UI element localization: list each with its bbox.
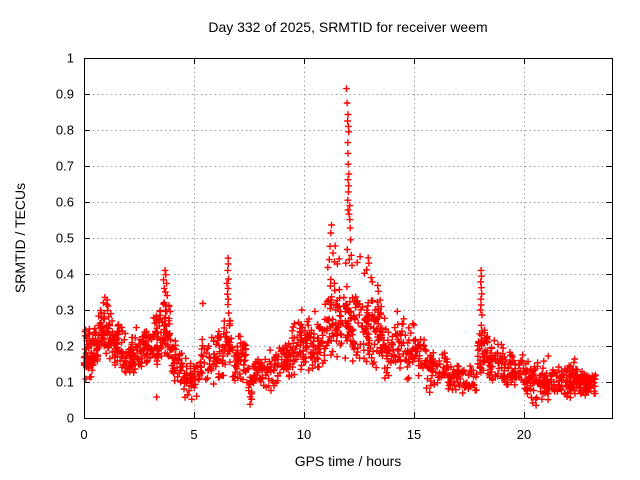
svg-text:5: 5 xyxy=(190,427,197,442)
svg-text:0.7: 0.7 xyxy=(56,159,74,174)
svg-text:0.3: 0.3 xyxy=(56,303,74,318)
svg-text:0.6: 0.6 xyxy=(56,195,74,210)
plot-border xyxy=(84,58,613,419)
scatter-series-srmtid xyxy=(80,85,599,409)
x-tick-labels: 0 5 10 15 20 xyxy=(80,427,531,442)
svg-text:0.9: 0.9 xyxy=(56,87,74,102)
svg-text:0.1: 0.1 xyxy=(56,375,74,390)
y-axis-label: SRMTID / TECUs xyxy=(12,182,28,294)
svg-text:1: 1 xyxy=(67,51,74,66)
svg-text:0: 0 xyxy=(80,427,87,442)
svg-text:10: 10 xyxy=(297,427,311,442)
x-axis-label: GPS time / hours xyxy=(294,453,402,469)
svg-text:15: 15 xyxy=(407,427,421,442)
svg-text:0.5: 0.5 xyxy=(56,231,74,246)
svg-text:0.2: 0.2 xyxy=(56,339,74,354)
chart-title: Day 332 of 2025, SRMTID for receiver wee… xyxy=(208,19,488,35)
svg-text:0.4: 0.4 xyxy=(56,267,74,282)
svg-text:0: 0 xyxy=(67,411,74,426)
grid-lines xyxy=(84,58,612,418)
svg-text:0.8: 0.8 xyxy=(56,123,74,138)
svg-text:20: 20 xyxy=(517,427,531,442)
y-tick-labels: 0 0.1 0.2 0.3 0.4 0.5 0.6 0.7 0.8 0.9 1 xyxy=(56,51,74,426)
